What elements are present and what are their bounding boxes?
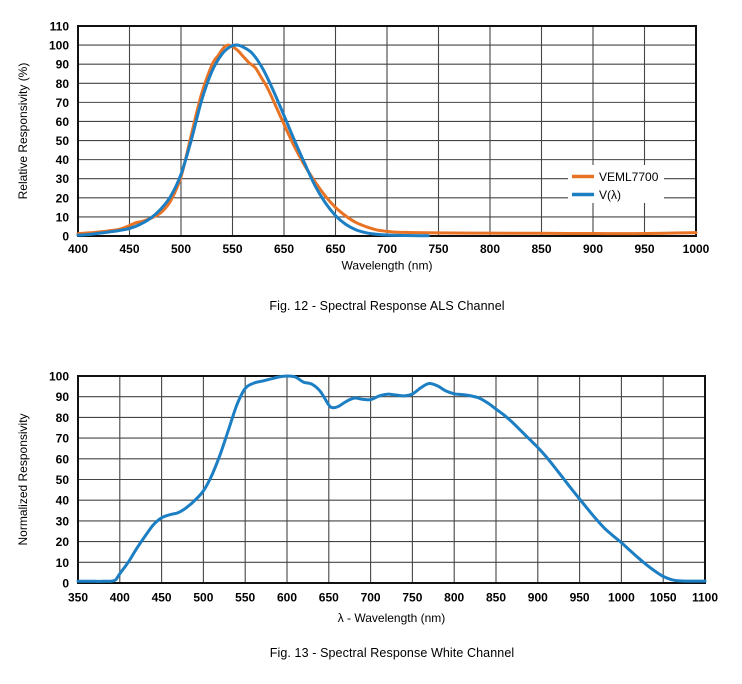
- legend-entry-label: VEML7700: [599, 170, 659, 184]
- y-tick-label: 10: [56, 210, 70, 224]
- x-tick-label: 700: [377, 242, 397, 256]
- x-tick-label: 550: [235, 591, 255, 605]
- y-tick-label: 30: [56, 514, 70, 528]
- y-tick-label: 80: [56, 77, 70, 91]
- legend-box: [568, 165, 664, 203]
- x-tick-label: 800: [480, 242, 500, 256]
- y-tick-label: 40: [56, 153, 70, 167]
- x-tick-label: 750: [428, 242, 448, 256]
- x-tick-label: 950: [634, 242, 654, 256]
- y-tick-label: 20: [56, 535, 70, 549]
- series-curve: [76, 43, 430, 238]
- y-tick-label: 0: [62, 230, 69, 244]
- white-spectral-response-chart: 0 10 20 30 40 50 60 70 80 90 100 350 400 450 500 550 600…: [16, 370, 718, 626]
- x-tick-label: 900: [583, 242, 603, 256]
- x-tick-label: 1000: [608, 591, 635, 605]
- x-tick-label: 550: [222, 242, 242, 256]
- figure-13-caption: Fig. 13 - Spectral Response White Channe…: [269, 646, 515, 660]
- x-tick-label: 650: [319, 591, 339, 605]
- als-spectral-response-chart: 0 10 20 30 40 50 60 70 80 90 100 110 400 450 500 550 650…: [16, 20, 710, 273]
- x-tick-label: 350: [68, 591, 88, 605]
- y-tick-label: 0: [62, 577, 69, 591]
- x-tick-label: 900: [528, 591, 548, 605]
- x-tick-label: 800: [444, 591, 464, 605]
- x-axis-title: λ - Wavelength (nm): [338, 611, 446, 625]
- x-axis-title: Wavelength (nm): [342, 259, 433, 273]
- y-tick-label: 60: [56, 452, 70, 466]
- y-tick-label: 30: [56, 172, 70, 186]
- figure-12-caption: Fig. 12 - Spectral Response ALS Channel: [269, 299, 505, 313]
- y-tick-label: 100: [49, 370, 69, 384]
- x-tick-label: 700: [361, 591, 381, 605]
- series-curve: [76, 374, 707, 583]
- y-tick-label: 50: [56, 473, 70, 487]
- x-tick-label: 500: [193, 591, 213, 605]
- y-tick-label: 80: [56, 411, 70, 425]
- y-tick-label: 110: [50, 20, 70, 34]
- legend-entry-label: V(λ): [599, 188, 621, 202]
- x-tick-label: 650: [325, 242, 345, 256]
- y-tick-label: 20: [56, 191, 70, 205]
- x-tick-label: 1100: [692, 591, 718, 605]
- x-tick-label: 400: [110, 591, 130, 605]
- x-tick-label: 450: [152, 591, 172, 605]
- y-tick-label: 40: [56, 494, 70, 508]
- x-tick-label: 650: [274, 242, 294, 256]
- x-tick-label: 600: [277, 591, 297, 605]
- y-tick-label: 70: [56, 96, 70, 110]
- y-tick-label: 100: [49, 39, 69, 53]
- y-tick-label: 10: [56, 556, 70, 570]
- y-tick-label: 50: [56, 134, 70, 148]
- x-tick-label: 850: [531, 242, 551, 256]
- x-tick-label: 1000: [683, 242, 710, 256]
- y-tick-label: 60: [56, 115, 70, 129]
- y-tick-label: 70: [56, 432, 70, 446]
- x-tick-label: 1050: [650, 591, 677, 605]
- x-tick-label: 450: [119, 242, 139, 256]
- y-axis-title: Normalized Responsivity: [16, 413, 30, 545]
- y-axis-title: Relative Responsivity (%): [16, 63, 30, 200]
- x-tick-label: 500: [171, 242, 191, 256]
- y-tick-label: 90: [56, 58, 70, 72]
- plot-border: [77, 375, 706, 584]
- x-tick-label: 750: [402, 591, 422, 605]
- x-tick-label: 950: [570, 591, 590, 605]
- x-tick-label: 850: [486, 591, 506, 605]
- x-tick-label: 400: [68, 242, 88, 256]
- y-tick-label: 90: [56, 390, 70, 404]
